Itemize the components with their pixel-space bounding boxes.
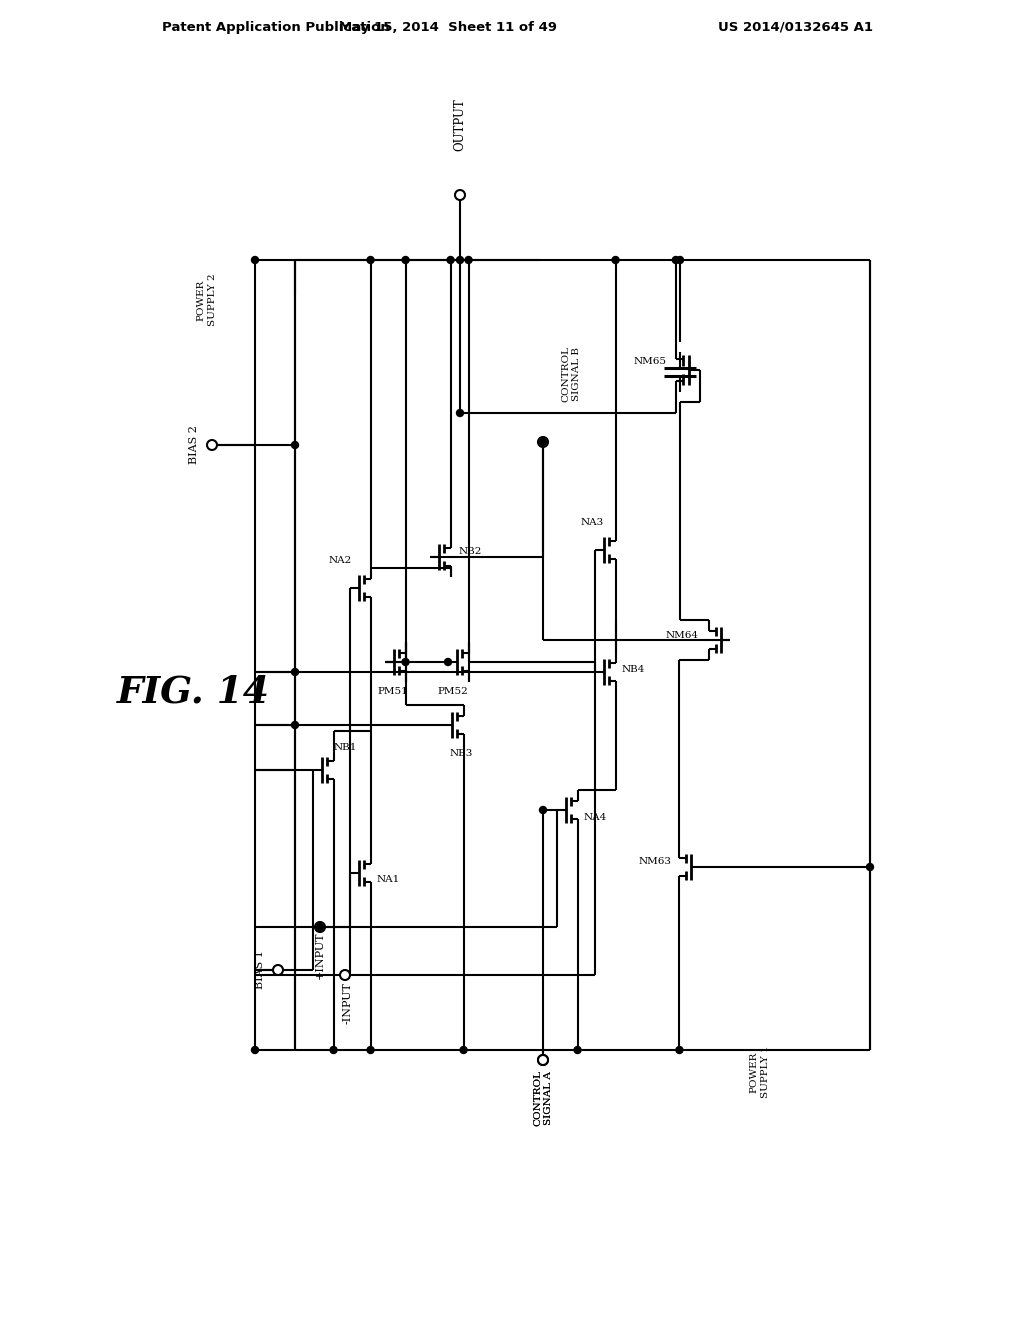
- Text: NM64: NM64: [666, 631, 698, 639]
- Circle shape: [612, 256, 620, 264]
- Circle shape: [574, 1047, 581, 1053]
- Text: NM65: NM65: [634, 358, 667, 367]
- Text: BIAS 2: BIAS 2: [189, 425, 199, 465]
- Circle shape: [402, 659, 409, 665]
- Circle shape: [538, 437, 548, 447]
- Circle shape: [367, 256, 374, 264]
- Circle shape: [292, 441, 299, 449]
- Text: NA4: NA4: [584, 813, 606, 821]
- Text: Patent Application Publication: Patent Application Publication: [162, 21, 390, 33]
- Text: PM52: PM52: [437, 688, 468, 697]
- Circle shape: [457, 409, 464, 417]
- Circle shape: [367, 1047, 374, 1053]
- Circle shape: [252, 256, 258, 264]
- Circle shape: [866, 863, 873, 870]
- Text: NA2: NA2: [329, 556, 351, 565]
- Circle shape: [340, 970, 350, 979]
- Text: POWER
SUPPLY 1: POWER SUPPLY 1: [750, 1045, 770, 1098]
- Text: +INPUT: +INPUT: [315, 931, 325, 978]
- Circle shape: [673, 256, 679, 264]
- Text: FIG. 14: FIG. 14: [117, 673, 269, 710]
- Text: -INPUT: -INPUT: [343, 982, 353, 1024]
- Circle shape: [460, 1047, 467, 1053]
- Circle shape: [447, 256, 454, 264]
- Text: BIAS 1: BIAS 1: [255, 950, 265, 990]
- Text: PM51: PM51: [378, 688, 409, 697]
- Circle shape: [538, 1055, 548, 1065]
- Circle shape: [677, 256, 683, 264]
- Text: CONTROL
SIGNAL A: CONTROL SIGNAL A: [532, 1071, 553, 1126]
- Circle shape: [252, 1047, 258, 1053]
- Text: US 2014/0132645 A1: US 2014/0132645 A1: [718, 21, 873, 33]
- Circle shape: [292, 722, 299, 729]
- Text: OUTPUT: OUTPUT: [454, 99, 467, 152]
- Text: POWER
SUPPLY 2: POWER SUPPLY 2: [197, 273, 217, 326]
- Circle shape: [676, 1047, 683, 1053]
- Text: May 15, 2014  Sheet 11 of 49: May 15, 2014 Sheet 11 of 49: [339, 21, 557, 33]
- Text: NB2: NB2: [459, 548, 481, 557]
- Text: NB1: NB1: [334, 743, 356, 752]
- Circle shape: [315, 921, 325, 932]
- Circle shape: [402, 256, 409, 264]
- Circle shape: [455, 190, 465, 201]
- Text: NM63: NM63: [639, 858, 672, 866]
- Text: NA1: NA1: [377, 875, 399, 884]
- Circle shape: [540, 438, 547, 446]
- Circle shape: [273, 965, 283, 975]
- Text: CONTROL
SIGNAL B: CONTROL SIGNAL B: [561, 346, 581, 403]
- Text: NA3: NA3: [581, 517, 603, 527]
- Circle shape: [465, 256, 472, 264]
- Circle shape: [540, 807, 547, 813]
- Circle shape: [207, 440, 217, 450]
- Text: CONTROL
SIGNAL A: CONTROL SIGNAL A: [532, 1071, 553, 1126]
- Circle shape: [292, 668, 299, 676]
- Circle shape: [330, 1047, 337, 1053]
- Text: NB3: NB3: [450, 748, 473, 758]
- Circle shape: [457, 256, 464, 264]
- Circle shape: [538, 1055, 548, 1065]
- Text: NB4: NB4: [622, 665, 645, 675]
- Circle shape: [316, 924, 324, 931]
- Circle shape: [444, 659, 452, 665]
